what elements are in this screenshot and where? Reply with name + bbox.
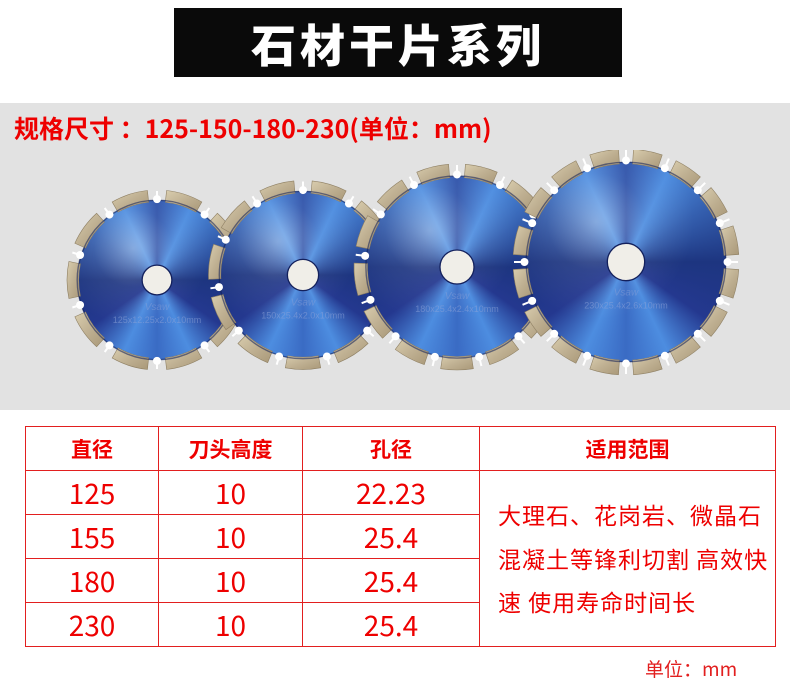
svg-text:230x25.4x2.6x10mm: 230x25.4x2.6x10mm bbox=[584, 301, 668, 311]
svg-text:Vsaw: Vsaw bbox=[614, 288, 639, 299]
svg-text:Vsaw: Vsaw bbox=[145, 302, 170, 313]
svg-text:Vsaw: Vsaw bbox=[291, 298, 316, 309]
svg-text:180x25.4x2.4x10mm: 180x25.4x2.4x10mm bbox=[415, 304, 499, 314]
svg-text:125x12.25x2.0x10mm: 125x12.25x2.0x10mm bbox=[113, 315, 202, 325]
svg-text:150x25.4x2.0x10mm: 150x25.4x2.0x10mm bbox=[261, 311, 345, 321]
svg-text:Vsaw: Vsaw bbox=[445, 291, 470, 302]
